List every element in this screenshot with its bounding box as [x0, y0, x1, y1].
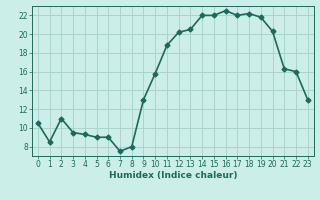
X-axis label: Humidex (Indice chaleur): Humidex (Indice chaleur)	[108, 171, 237, 180]
